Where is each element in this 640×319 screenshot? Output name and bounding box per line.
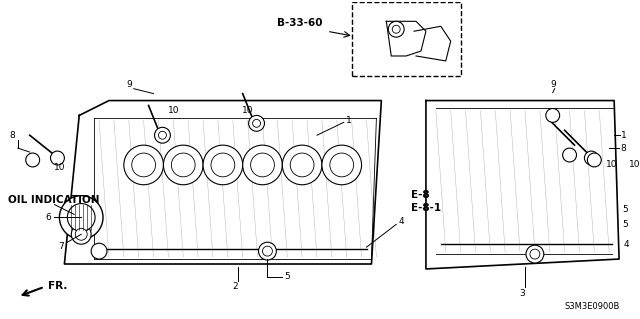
Text: 10: 10 xyxy=(242,106,253,115)
Text: 10: 10 xyxy=(629,160,640,169)
Circle shape xyxy=(243,145,282,185)
Text: OIL INDICATION: OIL INDICATION xyxy=(8,195,99,204)
Text: E-8-1: E-8-1 xyxy=(411,203,441,212)
Circle shape xyxy=(392,25,400,33)
Circle shape xyxy=(588,153,601,167)
Circle shape xyxy=(51,151,65,165)
Circle shape xyxy=(163,145,203,185)
Text: E-8: E-8 xyxy=(411,190,429,200)
Circle shape xyxy=(248,115,264,131)
Circle shape xyxy=(546,108,559,122)
Text: 4: 4 xyxy=(398,217,404,226)
Circle shape xyxy=(211,153,235,177)
Text: 10: 10 xyxy=(168,106,179,115)
Circle shape xyxy=(330,153,354,177)
Circle shape xyxy=(203,145,243,185)
Circle shape xyxy=(253,119,260,127)
Text: 10: 10 xyxy=(54,163,65,173)
Circle shape xyxy=(124,145,163,185)
Circle shape xyxy=(251,153,275,177)
Text: B-33-60: B-33-60 xyxy=(277,18,323,28)
Text: 8: 8 xyxy=(9,131,15,140)
Circle shape xyxy=(530,249,540,259)
Circle shape xyxy=(282,145,322,185)
Text: 8: 8 xyxy=(620,144,626,152)
Circle shape xyxy=(132,153,156,177)
Circle shape xyxy=(290,153,314,177)
Text: S3M3E0900B: S3M3E0900B xyxy=(564,302,620,311)
Circle shape xyxy=(76,228,87,240)
Circle shape xyxy=(159,131,166,139)
Bar xyxy=(351,2,461,76)
Text: 10: 10 xyxy=(606,160,618,169)
Text: FR.: FR. xyxy=(47,281,67,291)
Text: 9: 9 xyxy=(551,80,557,89)
Text: 6: 6 xyxy=(45,213,51,222)
Text: 4: 4 xyxy=(624,240,630,249)
Text: 5: 5 xyxy=(622,220,628,229)
Circle shape xyxy=(60,196,103,239)
Circle shape xyxy=(262,246,273,256)
Text: 5: 5 xyxy=(622,205,628,214)
Text: 7: 7 xyxy=(59,242,65,251)
Circle shape xyxy=(526,245,544,263)
Circle shape xyxy=(563,148,577,162)
Circle shape xyxy=(154,127,170,143)
Circle shape xyxy=(172,153,195,177)
Text: 1: 1 xyxy=(621,131,627,140)
Circle shape xyxy=(584,151,598,165)
Circle shape xyxy=(71,224,91,244)
Text: 9: 9 xyxy=(126,80,132,89)
Circle shape xyxy=(322,145,362,185)
Circle shape xyxy=(259,242,276,260)
Text: 3: 3 xyxy=(519,289,525,298)
Circle shape xyxy=(91,243,107,259)
Text: 5: 5 xyxy=(284,272,290,281)
Circle shape xyxy=(67,204,95,231)
Text: 1: 1 xyxy=(346,116,351,125)
Circle shape xyxy=(26,153,40,167)
Circle shape xyxy=(388,21,404,37)
Text: 2: 2 xyxy=(232,282,237,291)
